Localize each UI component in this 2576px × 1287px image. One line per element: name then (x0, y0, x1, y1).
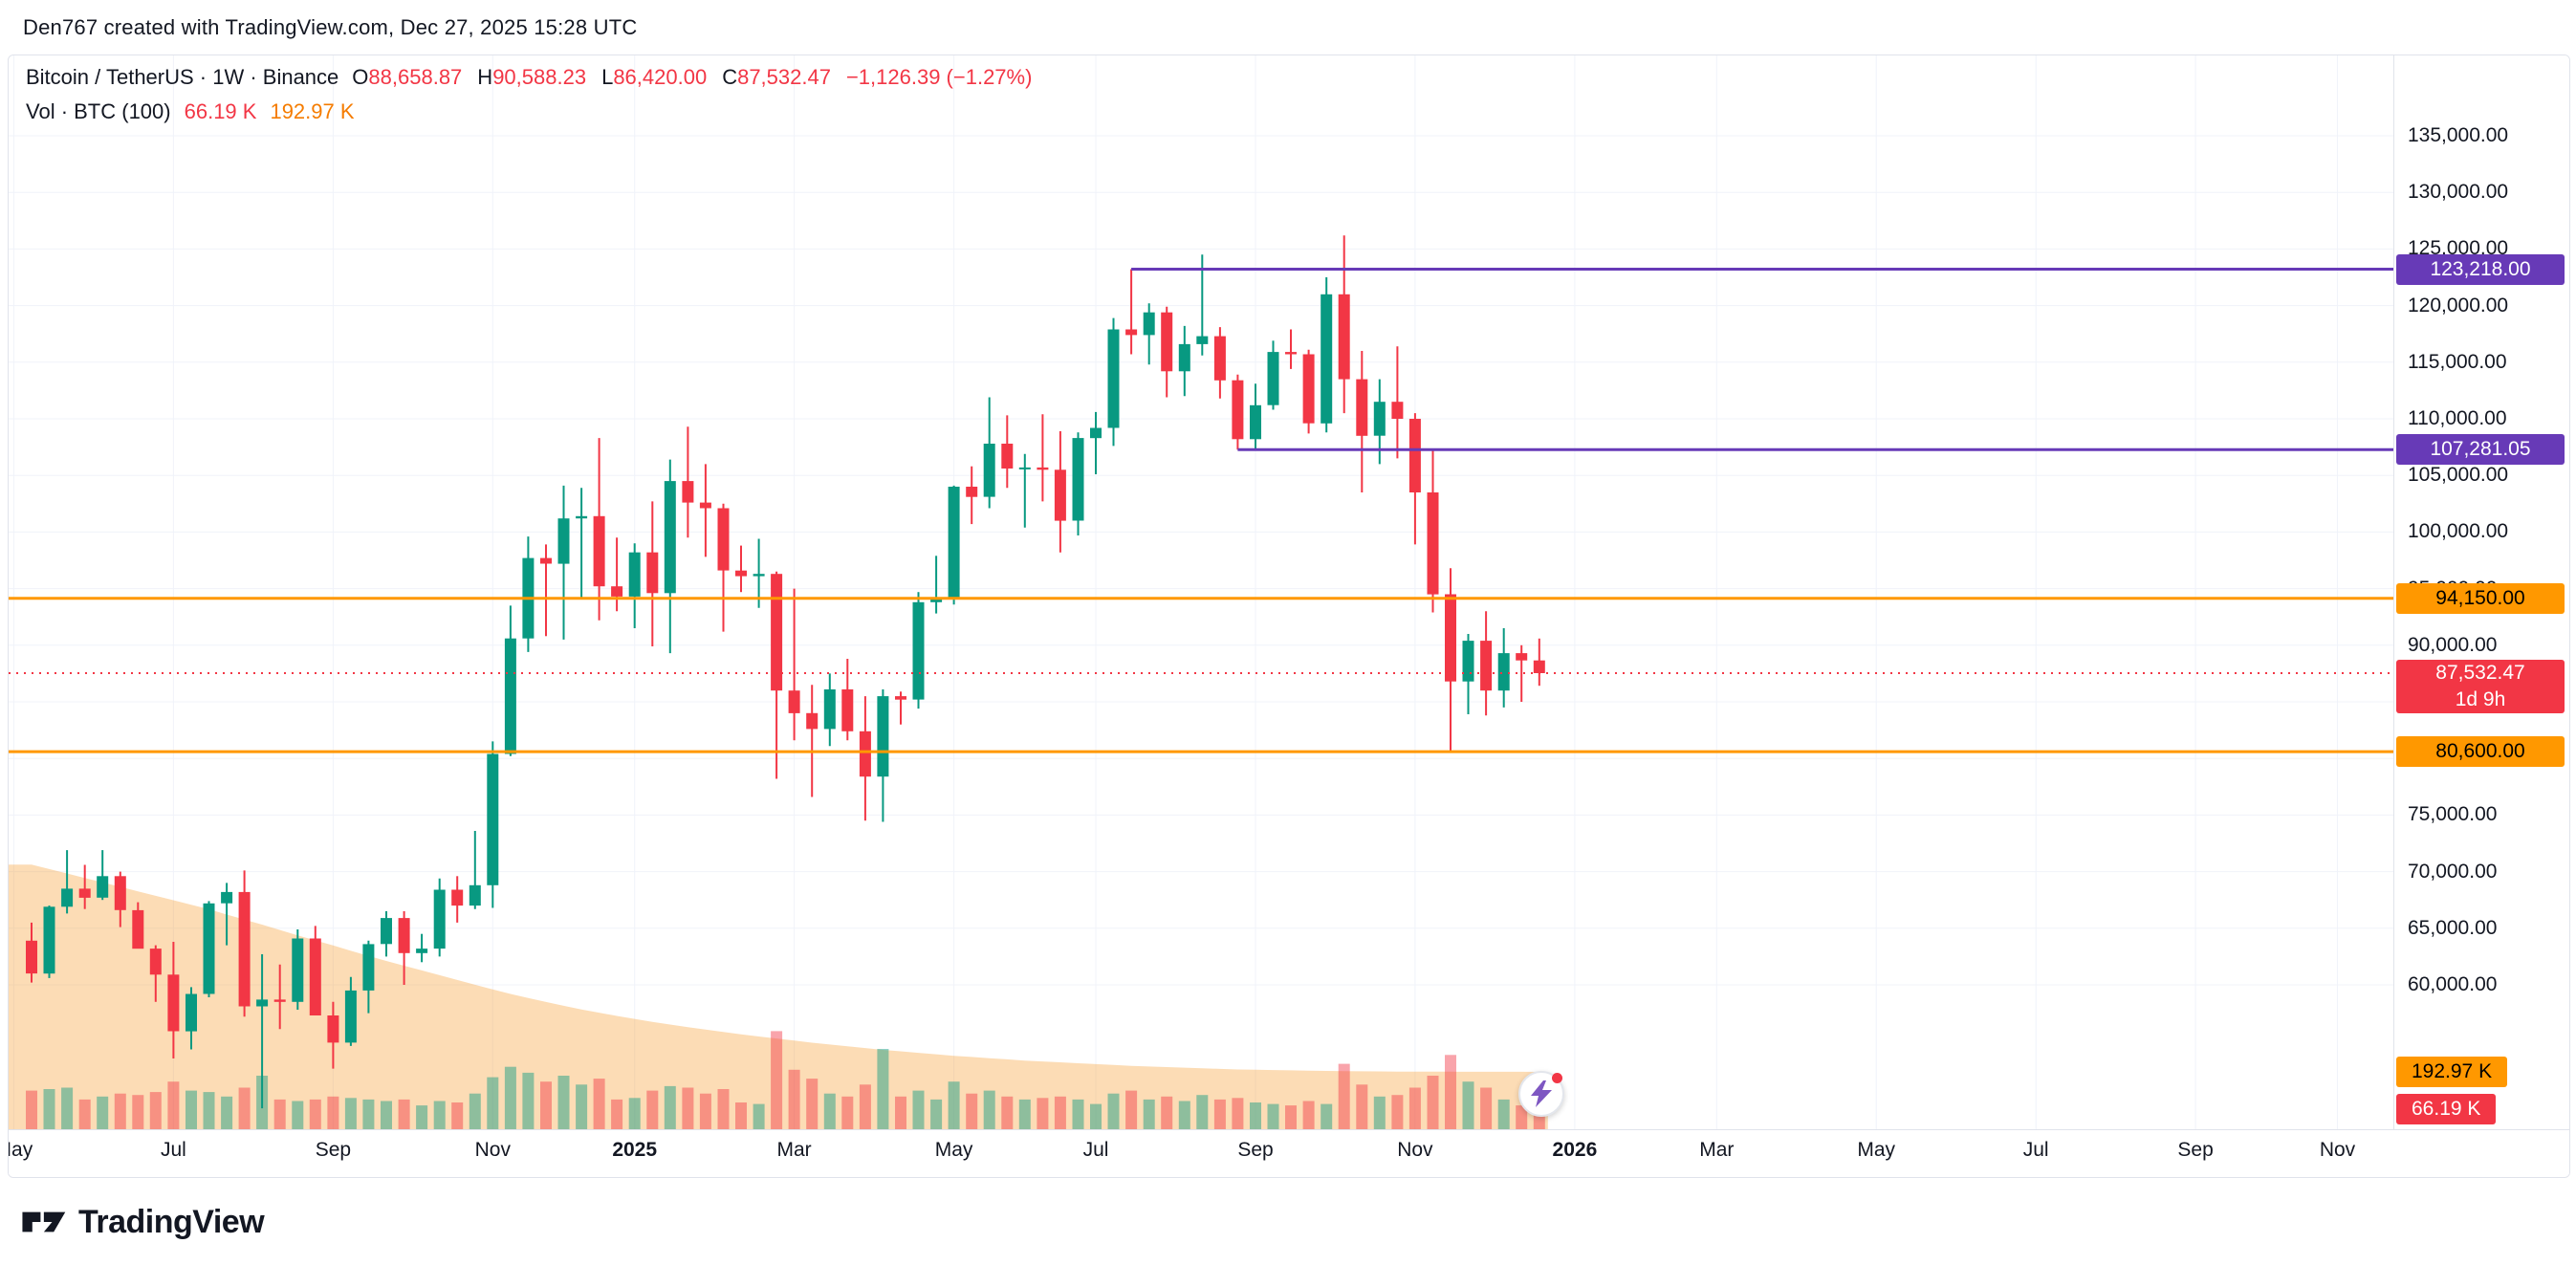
time-tick: Jul (160, 1139, 186, 1161)
price-tick: 75,000.00 (2408, 803, 2498, 826)
price-tick: 70,000.00 (2408, 860, 2498, 883)
chart-card: Bitcoin / TetherUS · 1W · Binance O88,65… (8, 55, 2570, 1178)
volume-current-value: 66.19 K (184, 99, 257, 123)
chart-legend: Bitcoin / TetherUS · 1W · Binance O88,65… (26, 65, 1032, 134)
volume-ma-badge: 192.97 K (2396, 1057, 2508, 1087)
time-tick: Sep (2177, 1139, 2214, 1161)
price-tick: 105,000.00 (2408, 464, 2509, 487)
change-value: −1,126.39 (−1.27%) (845, 65, 1033, 89)
ohlc-low: L86,420.00 (601, 65, 708, 89)
time-tick: Sep (315, 1139, 352, 1161)
time-scale[interactable]: May Jul Sep Nov 2025 Mar May Jul Sep Nov 2026 Mar Ma… (9, 1129, 2569, 1177)
chart-pane[interactable] (9, 55, 2393, 1129)
symbol-title[interactable]: Bitcoin / TetherUS · 1W · Binance (26, 65, 339, 89)
price-level-badge[interactable]: 107,281.05 (2396, 434, 2565, 466)
current-price-badge: 87,532.47 1d 9h (2396, 660, 2565, 713)
bar-countdown: 1d 9h (2455, 688, 2506, 710)
volume-current-badge: 66.19 K (2396, 1094, 2497, 1125)
price-tick: 90,000.00 (2408, 633, 2498, 656)
price-level-badge[interactable]: 94,150.00 (2396, 582, 2565, 614)
notification-dot (1551, 1073, 1562, 1083)
volume-indicator-title[interactable]: Vol · BTC (100) (26, 99, 171, 123)
price-tick: 110,000.00 (2408, 407, 2507, 429)
time-tick: 2026 (1552, 1139, 1598, 1161)
time-tick: May (934, 1139, 973, 1161)
time-tick: Mar (776, 1139, 812, 1161)
time-tick: 2025 (612, 1139, 658, 1161)
ohlc-close: C87,532.47 (722, 65, 831, 89)
tradingview-wordmark: TradingView (78, 1203, 265, 1240)
time-tick: Jul (1082, 1139, 1109, 1161)
time-tick: Mar (1699, 1139, 1735, 1161)
price-level-badge[interactable]: 80,600.00 (2396, 736, 2565, 768)
time-tick: May (9, 1139, 33, 1161)
candlestick-volume-svg (9, 55, 2393, 1129)
price-level-badge[interactable]: 123,218.00 (2396, 253, 2565, 285)
price-tick: 60,000.00 (2408, 973, 2498, 995)
volume-row[interactable]: Vol · BTC (100) 66.19 K 192.97 K (26, 99, 1032, 134)
price-tick: 130,000.00 (2408, 181, 2509, 204)
flash-button[interactable] (1517, 1071, 1564, 1117)
price-scale[interactable]: 135,000.00 130,000.00 125,000.00 120,000.00… (2393, 55, 2569, 1129)
time-tick: May (1857, 1139, 1896, 1161)
symbol-row[interactable]: Bitcoin / TetherUS · 1W · Binance O88,65… (26, 65, 1032, 99)
tradingview-logo[interactable]: TradingView (19, 1203, 265, 1241)
lightning-icon (1530, 1080, 1552, 1107)
volume-ma-value: 192.97 K (270, 99, 355, 123)
price-tick: 135,000.00 (2408, 124, 2509, 146)
current-price-value: 87,532.47 (2435, 662, 2525, 684)
ohlc-open: O88,658.87 (352, 65, 463, 89)
price-tick: 115,000.00 (2408, 350, 2507, 373)
price-tick: 100,000.00 (2408, 520, 2509, 543)
time-tick: Nov (1397, 1139, 1433, 1161)
time-tick: Nov (2319, 1139, 2356, 1161)
attribution-text: Den767 created with TradingView.com, Dec… (23, 15, 638, 39)
price-tick: 65,000.00 (2408, 916, 2498, 939)
ohlc-high: H90,588.23 (477, 65, 587, 89)
time-tick: Sep (1237, 1139, 1274, 1161)
time-tick: Nov (474, 1139, 511, 1161)
time-tick: Jul (2022, 1139, 2049, 1161)
price-tick: 120,000.00 (2408, 294, 2509, 316)
tradingview-logo-icon (22, 1211, 66, 1232)
